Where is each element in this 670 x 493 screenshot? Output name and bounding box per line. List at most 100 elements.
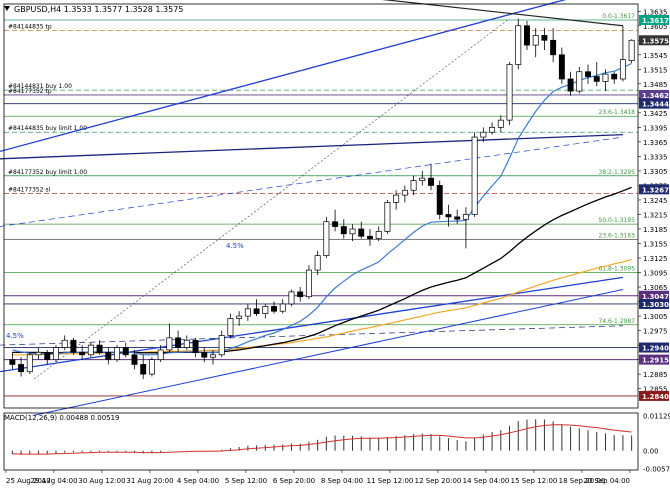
candle: [262, 306, 269, 315]
candle: [558, 54, 565, 80]
candle: [175, 337, 182, 348]
time-tick-label: 5 Sep 12:00: [225, 477, 267, 485]
candlesticks: [9, 18, 635, 379]
price-tag-label: 1.3617: [642, 17, 669, 25]
candle: [619, 59, 626, 80]
fib-level-label: 23.6-1.3418: [598, 109, 635, 116]
price-tick-label: 1.3515: [643, 66, 668, 74]
macd-signal-line: [12, 424, 632, 455]
candle: [44, 352, 51, 360]
price-tag: [639, 98, 669, 109]
time-tick-label: 29 Aug 04:00: [30, 477, 77, 485]
time-tick-label: 14 Sep 04:00: [463, 477, 510, 485]
candle: [358, 228, 365, 237]
price-tick-label: 1.2855: [643, 386, 668, 394]
price-tick-label: 1.3215: [643, 211, 668, 219]
candle: [401, 189, 408, 196]
price-tag: [639, 35, 669, 46]
price-tick-label: 1.3425: [643, 110, 668, 118]
upper-channel-line: [0, 0, 567, 153]
collapse-triangle-icon[interactable]: [4, 6, 10, 11]
time-tick-label: 20 Sep 04:00: [583, 477, 630, 485]
candle: [297, 291, 304, 298]
candle: [114, 347, 120, 360]
time-tick-label: 11 Sep 12:00: [367, 477, 414, 485]
candle: [244, 308, 251, 317]
candle: [236, 315, 243, 319]
candle: [18, 364, 25, 373]
candle: [131, 354, 138, 365]
time-tick-label: 18 Sep 20:00: [559, 477, 606, 485]
candle: [628, 39, 635, 61]
candle: [515, 25, 522, 65]
lower-trend-line: [34, 288, 624, 416]
candle: [96, 344, 103, 353]
candle: [122, 347, 129, 356]
price-tag: [639, 342, 669, 353]
candle: [428, 177, 434, 186]
price-tick-label: 1.3155: [643, 240, 668, 248]
price-tick-label: 1.3095: [643, 270, 668, 278]
percent-annotation: 4.5%: [6, 332, 24, 340]
price-tag-label: 1.2940: [642, 345, 669, 353]
candle: [332, 221, 339, 227]
candle: [314, 255, 321, 271]
price-tag-label: 1.3575: [642, 37, 669, 45]
price-tag-label: 1.2915: [642, 357, 669, 365]
time-tick-label: 4 Sep 04:00: [177, 477, 219, 485]
candle: [367, 235, 373, 240]
macd-tick-label: -0.00575: [643, 466, 670, 474]
resistance-line: [382, 0, 623, 27]
candle: [323, 221, 330, 256]
candle: [279, 303, 286, 312]
candle: [9, 359, 16, 365]
order-label: #84177352 tp: [8, 88, 52, 95]
fib-level-label: 50.0-1.3195: [598, 217, 635, 224]
candle: [288, 291, 295, 305]
candle: [340, 226, 347, 235]
candle: [148, 359, 155, 375]
candle: [593, 76, 600, 82]
price-tick-label: 1.3605: [643, 23, 668, 31]
candle: [436, 185, 443, 215]
price-tick-label: 1.3545: [643, 52, 668, 60]
order-label: #84177352 sl: [8, 187, 51, 194]
price-tag: [639, 298, 669, 309]
candle: [349, 228, 356, 235]
candle: [218, 335, 225, 356]
fib-level-label: 38.2-1.3295: [598, 169, 635, 176]
lower-channel-line: [0, 276, 624, 373]
price-tick-label: 1.3635: [643, 8, 668, 16]
candle: [201, 352, 208, 358]
price-tick-label: 1.3305: [643, 168, 668, 176]
time-tick-label: 15 Sep 12:00: [511, 477, 558, 485]
price-tag-label: 1.3444: [642, 101, 669, 109]
fib-level-label: 61.8-1.3095: [598, 266, 635, 273]
price-tick-label: 1.3335: [643, 153, 668, 161]
dashed-channel-line: [0, 136, 623, 227]
candle: [611, 73, 618, 80]
candle: [410, 180, 417, 191]
percent-annotation: 4.5%: [226, 242, 244, 250]
candle: [489, 127, 496, 133]
candle: [480, 131, 487, 138]
candle: [419, 177, 426, 181]
candle: [471, 136, 478, 215]
macd-panel-border: [3, 412, 639, 471]
candle: [462, 214, 469, 220]
price-tag: [639, 290, 669, 301]
price-tick-label: 1.3125: [643, 255, 668, 263]
price-tick-label: 1.2885: [643, 371, 668, 379]
price-tick-label: 1.3365: [643, 139, 668, 147]
price-tick-label: 1.2975: [643, 328, 668, 336]
macd-label: MACD(12,26,9) 0.00488 0.00519: [4, 414, 120, 422]
candle: [87, 344, 94, 356]
order-label: #84144831 buy 1.00: [8, 83, 72, 90]
price-tag: [639, 14, 669, 25]
price-tag: [639, 390, 669, 401]
price-tag-label: 1.3030: [642, 301, 669, 309]
candle: [70, 339, 77, 353]
